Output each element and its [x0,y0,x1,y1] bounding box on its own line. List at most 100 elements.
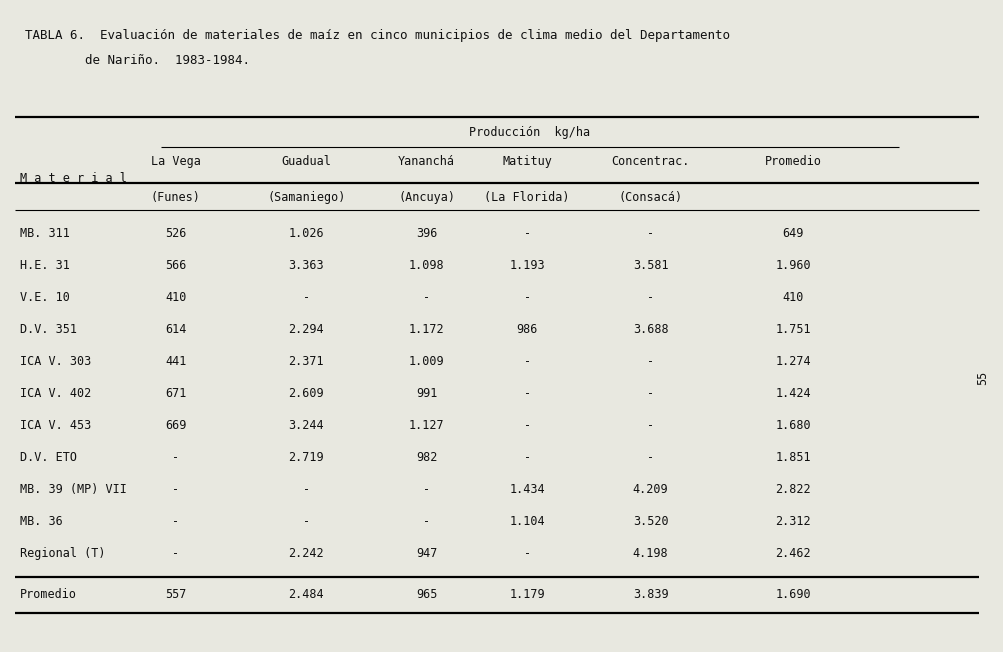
Text: 4.209: 4.209 [632,483,668,496]
Text: 3.244: 3.244 [288,419,324,432]
Text: -: - [172,483,180,496]
Text: MB. 311: MB. 311 [20,228,70,240]
Text: -: - [646,291,654,304]
Text: (Funes): (Funes) [150,191,201,204]
Text: 1.960: 1.960 [774,259,810,272]
Text: 526: 526 [164,228,187,240]
Text: -: - [523,291,531,304]
Text: de Nariño.  1983-1984.: de Nariño. 1983-1984. [25,54,250,67]
Text: 396: 396 [415,228,437,240]
Text: -: - [646,387,654,400]
Text: 991: 991 [415,387,437,400]
Text: 1.690: 1.690 [774,589,810,601]
Text: -: - [646,228,654,240]
Text: H.E. 31: H.E. 31 [20,259,70,272]
Text: 982: 982 [415,451,437,464]
Text: 1.127: 1.127 [408,419,444,432]
Text: D.V. 351: D.V. 351 [20,323,77,336]
Text: 3.839: 3.839 [632,589,668,601]
Text: Regional (T): Regional (T) [20,547,105,559]
Text: 3.688: 3.688 [632,323,668,336]
Text: ICA V. 453: ICA V. 453 [20,419,91,432]
Text: -: - [523,451,531,464]
Text: 3.363: 3.363 [288,259,324,272]
Text: MB. 39 (MP) VII: MB. 39 (MP) VII [20,483,126,496]
Text: 2.719: 2.719 [288,451,324,464]
Text: 671: 671 [164,387,187,400]
Text: 1.424: 1.424 [774,387,810,400]
Text: (La Florida): (La Florida) [483,191,570,204]
Text: 4.198: 4.198 [632,547,668,559]
Text: ICA V. 402: ICA V. 402 [20,387,91,400]
Text: 614: 614 [164,323,187,336]
Text: -: - [422,483,430,496]
Text: 2.242: 2.242 [288,547,324,559]
Text: -: - [523,547,531,559]
Text: 3.581: 3.581 [632,259,668,272]
Text: 566: 566 [164,259,187,272]
Text: 1.026: 1.026 [288,228,324,240]
Text: 2.609: 2.609 [288,387,324,400]
Text: 410: 410 [781,291,803,304]
Text: 1.009: 1.009 [408,355,444,368]
Text: 986: 986 [516,323,538,336]
Text: 557: 557 [164,589,187,601]
Text: Producción  kg/ha: Producción kg/ha [468,126,590,138]
Text: 1.098: 1.098 [408,259,444,272]
Text: 1.680: 1.680 [774,419,810,432]
Text: 410: 410 [164,291,187,304]
Text: 2.294: 2.294 [288,323,324,336]
Text: 1.193: 1.193 [509,259,545,272]
Text: 947: 947 [415,547,437,559]
Text: 2.371: 2.371 [288,355,324,368]
Text: -: - [172,451,180,464]
Text: 441: 441 [164,355,187,368]
Text: 55: 55 [975,371,988,385]
Text: 2.312: 2.312 [774,515,810,527]
Text: D.V. ETO: D.V. ETO [20,451,77,464]
Text: -: - [172,515,180,527]
Text: -: - [302,291,310,304]
Text: -: - [523,419,531,432]
Text: 669: 669 [164,419,187,432]
Text: -: - [523,387,531,400]
Text: (Consacá): (Consacá) [618,191,682,204]
Text: 3.520: 3.520 [632,515,668,527]
Text: 2.462: 2.462 [774,547,810,559]
Text: 1.751: 1.751 [774,323,810,336]
Text: (Samaniego): (Samaniego) [267,191,345,204]
Text: 1.104: 1.104 [509,515,545,527]
Text: -: - [646,355,654,368]
Text: Matituy: Matituy [502,155,552,168]
Text: -: - [302,515,310,527]
Text: ICA V. 303: ICA V. 303 [20,355,91,368]
Text: Guadual: Guadual [281,155,331,168]
Text: -: - [172,547,180,559]
Text: Promedio: Promedio [20,589,77,601]
Text: 1.274: 1.274 [774,355,810,368]
Text: -: - [646,419,654,432]
Text: -: - [646,451,654,464]
Text: 965: 965 [415,589,437,601]
Text: -: - [302,483,310,496]
Text: M a t e r i a l: M a t e r i a l [20,172,126,185]
Text: -: - [422,515,430,527]
Text: -: - [523,228,531,240]
Text: -: - [422,291,430,304]
Text: MB. 36: MB. 36 [20,515,63,527]
Text: 1.179: 1.179 [509,589,545,601]
Text: 1.851: 1.851 [774,451,810,464]
Text: (Ancuya): (Ancuya) [398,191,454,204]
Text: 1.434: 1.434 [509,483,545,496]
Text: 2.822: 2.822 [774,483,810,496]
Text: Yananchá: Yananchá [398,155,454,168]
Text: V.E. 10: V.E. 10 [20,291,70,304]
Text: 2.484: 2.484 [288,589,324,601]
Text: 649: 649 [781,228,803,240]
Text: Concentrac.: Concentrac. [611,155,689,168]
Text: 1.172: 1.172 [408,323,444,336]
Text: La Vega: La Vega [150,155,201,168]
Text: -: - [523,355,531,368]
Text: Promedio: Promedio [764,155,820,168]
Text: TABLA 6.  Evaluación de materiales de maíz en cinco municipios de clima medio de: TABLA 6. Evaluación de materiales de maí… [25,29,729,42]
